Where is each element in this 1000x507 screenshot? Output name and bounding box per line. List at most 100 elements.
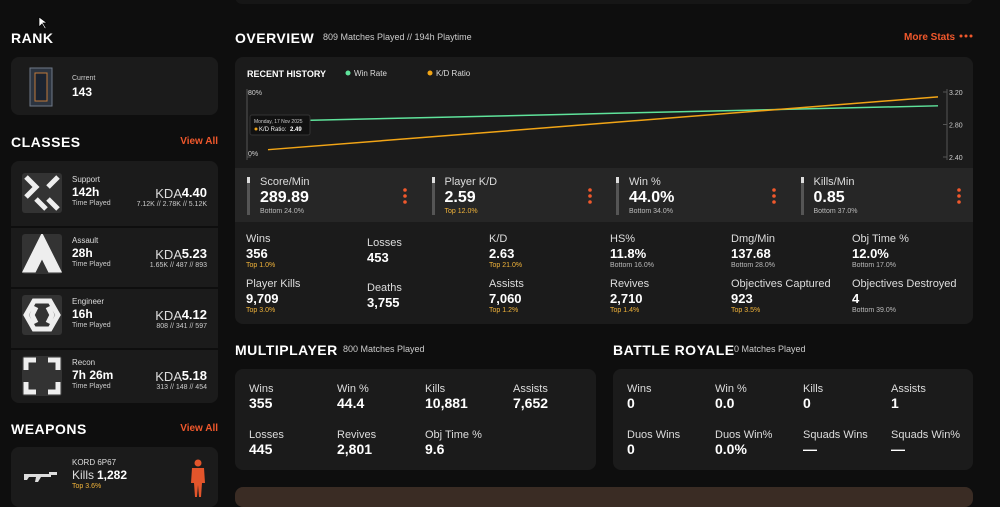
more-menu[interactable] (959, 33, 973, 39)
class-time: 7h 26m (72, 368, 114, 382)
rank-card: Current 143 (11, 57, 218, 115)
highlight-menu[interactable] (403, 187, 407, 205)
multiplayer-title: MULTIPLAYER (235, 342, 338, 358)
divider (11, 226, 218, 228)
divider (11, 287, 218, 289)
mode-stat-value: 0 (627, 441, 635, 457)
kda-value: 4.40 (181, 185, 207, 200)
highlight-label: Score/Min (260, 176, 310, 188)
menu-dots[interactable] (772, 187, 776, 205)
kda-label: KDA (155, 308, 182, 323)
mode-stat-label: Obj Time % (425, 429, 482, 441)
stat-value: 11.8% (610, 246, 647, 261)
series-line (267, 96, 939, 151)
class-time: 28h (72, 246, 93, 260)
mode-stat-value: 1 (891, 395, 899, 411)
battle-royale-card: Wins 0 Win % 0.0 Kills 0 Assists 1 Duos Wins 0 Duo… (613, 369, 973, 470)
class-icon (22, 234, 62, 274)
stat-label: K/D (489, 233, 508, 245)
highlight-menu[interactable] (956, 187, 961, 205)
class-name: Support (72, 175, 101, 184)
weapon-stat-label: Kills (72, 468, 95, 482)
class-time: 142h (72, 185, 100, 199)
mode-stat-value: 355 (249, 395, 273, 411)
menu-dots[interactable] (403, 187, 407, 205)
tooltip-dot (254, 127, 258, 131)
mode-stat-label: Squads Win% (891, 429, 961, 441)
highlight-bar-fill (431, 177, 435, 183)
class-time-label: Time Played (72, 200, 111, 207)
menu-dots[interactable] (956, 187, 961, 205)
class-icon (22, 173, 62, 213)
highlight-rank: Bottom 37.0% (813, 208, 858, 215)
highlight-rank: Top 12.0% (444, 208, 478, 215)
kda-value: 4.12 (181, 307, 207, 322)
legend-label: Win Rate (354, 69, 387, 78)
stat-value: 137.68 (731, 246, 771, 261)
highlight-value: 289.89 (260, 189, 309, 206)
mode-stat-value: 7,652 (513, 395, 549, 411)
mode-stat-value: 445 (249, 441, 273, 457)
legend-label: K/D Ratio (436, 69, 471, 78)
icon-shape (23, 298, 61, 332)
kda-breakdown: 7.12K // 2.78K // 5.12K (136, 201, 207, 208)
weapon-name: KORD 6P67 (72, 458, 117, 467)
legend-dot (427, 70, 433, 76)
mode-stat-label: Win % (715, 383, 747, 395)
mode-stat-label: Win % (337, 383, 369, 395)
classes-title: CLASSES (11, 134, 81, 150)
mode-stat-value: — (803, 441, 817, 457)
page: RANK Current 143 CLASSES View All Suppor… (11, 16, 973, 507)
highlight-bar (616, 177, 619, 215)
weapon-rank: Top 3.6% (72, 483, 102, 490)
kda-label: KDA (155, 369, 182, 384)
stat-value: 9,709 (246, 291, 279, 306)
class-icon (22, 295, 62, 335)
highlight-menu[interactable] (772, 187, 776, 205)
highlight-bar (247, 177, 250, 215)
classes-card: Support 142h Time Played KDA 4.40 7.12K // 2.… (11, 161, 218, 403)
mode-stat-label: Wins (627, 383, 652, 395)
y-tick-label: 0% (248, 151, 258, 158)
multiplayer-subtitle: 800 Matches Played (343, 344, 425, 354)
stat-label: Obj Time % (852, 233, 909, 245)
divider (11, 348, 218, 350)
menu-dots[interactable] (587, 187, 592, 205)
icon-bg (22, 356, 62, 396)
kda-label: KDA (155, 186, 182, 201)
highlight-value: 0.85 (813, 189, 845, 206)
stat-rank: Top 3.5% (731, 307, 761, 314)
weapons-card: KORD 6P67 Kills 1,282 Top 3.6% (11, 447, 218, 507)
stat-label: Player Kills (246, 278, 301, 290)
highlight-bar (800, 177, 804, 215)
stat-value: 356 (246, 246, 268, 261)
class-time-label: Time Played (72, 322, 111, 329)
highlight-label: Player K/D (444, 176, 498, 188)
multiplayer-card: Wins 355 Win % 44.4 Kills 10,881 Assists 7,652 L… (235, 369, 596, 470)
legend-dot (345, 70, 351, 76)
highlight-menu[interactable] (587, 187, 592, 205)
kda-breakdown: 1.65K // 487 // 893 (149, 262, 207, 269)
mode-stat-label: Squads Wins (803, 429, 868, 441)
mode-stat-value: — (891, 441, 905, 457)
icon-shape (24, 175, 60, 211)
battle-royale-subtitle: 0 Matches Played (734, 344, 806, 354)
stat-value: 4 (852, 291, 860, 306)
weapons-view-all[interactable]: View All (180, 423, 218, 434)
overview-subtitle: 809 Matches Played // 194h Playtime (323, 32, 472, 42)
mode-stat-value: 10,881 (425, 395, 468, 411)
kda-value: 5.23 (181, 246, 207, 261)
stat-label: HS% (610, 233, 636, 245)
stat-label: Revives (610, 278, 650, 290)
tooltip-value: 2.49 (290, 127, 302, 133)
highlight-rank: Bottom 24.0% (260, 208, 304, 215)
more-stats[interactable]: More Stats (904, 32, 956, 43)
highlights-band (235, 168, 973, 222)
classes-view-all[interactable]: View All (180, 136, 218, 147)
stat-rank: Bottom 28.0% (731, 262, 775, 269)
kda-breakdown: 808 // 341 // 597 (156, 323, 207, 330)
overview-card: RECENT HISTORY 0% 80% 2.40 2.80 3.20 Win Rate K… (235, 57, 973, 324)
kda-breakdown: 313 // 148 // 454 (156, 384, 207, 391)
stat-rank: Top 3.0% (246, 307, 276, 314)
stat-value: 453 (367, 250, 389, 265)
